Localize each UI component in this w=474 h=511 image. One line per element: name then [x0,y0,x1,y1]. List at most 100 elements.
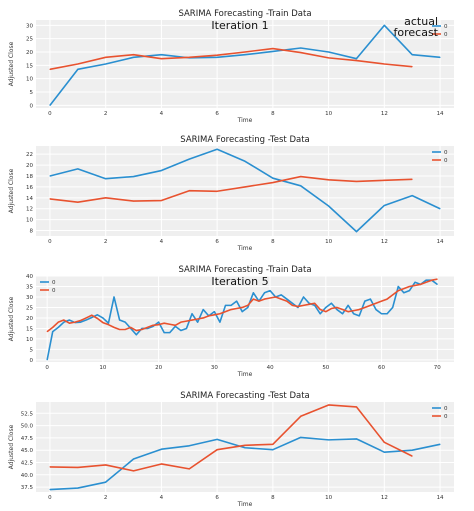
data-point-actual [436,283,438,285]
data-point-forecast [375,302,377,304]
chart-title: SARIMA Forecasting -Test Data [180,391,309,401]
data-point-forecast [152,324,154,326]
y-tick-label: 12 [26,207,33,213]
data-point-forecast [52,326,54,328]
data-point-forecast [300,176,302,178]
iteration-annotation: Iteration 5 [211,275,268,288]
data-point-actual [133,176,135,178]
data-point-actual [91,317,93,319]
data-point-forecast [77,466,79,468]
y-tick-label: 5 [30,90,34,96]
data-point-forecast [188,56,190,58]
chart-panel-2: 0 2 4 6 8 10 12 14 8 10 12 14 16 18 20 22 Time Adjusted C… [8,135,454,252]
chart-title: SARIMA Forecasting -Train Data [178,9,311,19]
data-point-forecast [420,283,422,285]
data-point-actual [160,54,162,56]
data-point-actual [77,168,79,170]
x-axis-label: Time [237,501,253,508]
data-point-forecast [308,303,310,305]
data-point-forecast [425,281,427,283]
data-point-actual [272,177,274,179]
data-point-forecast [80,319,82,321]
data-point-actual [49,104,51,106]
legend-label: 0 [444,150,448,156]
x-tick-label: 60 [378,365,385,371]
data-point-actual [224,304,226,306]
x-tick-label: 4 [160,111,164,117]
y-tick-label: 10 [26,337,33,343]
data-point-forecast [188,190,190,192]
legend-label: 0 [444,406,448,412]
data-point-actual [408,290,410,292]
y-tick-label: 0 [30,103,34,109]
data-point-forecast [381,300,383,302]
data-point-forecast [105,464,107,466]
data-point-forecast [244,186,246,188]
data-point-actual [297,306,299,308]
x-tick-label: 4 [160,495,164,501]
chart-title: SARIMA Forecasting -Train Data [178,265,311,275]
plot-area [36,276,454,362]
chart-panel-3: 0 10 20 30 40 50 60 70 0 5 10 15 20 25 30 35 40 Time Adjus… [8,265,454,378]
data-point-forecast [247,304,249,306]
data-point-actual [381,313,383,315]
data-point-actual [63,321,65,323]
x-tick-label: 6 [215,495,219,501]
data-point-actual [375,309,377,311]
data-point-actual [328,205,330,207]
x-tick-label: 8 [271,239,275,245]
data-point-actual [52,331,54,333]
y-tick-label: 22 [26,152,33,158]
legend: 00 [432,24,448,38]
data-point-actual [439,443,441,445]
data-point-forecast [397,290,399,292]
data-point-actual [77,68,79,70]
chart-panel-1: 0 2 4 6 8 10 12 14 0 5 10 15 20 25 30 Time Adjusted Clos… [8,9,454,124]
data-point-forecast [77,63,79,65]
data-point-forecast [216,54,218,56]
data-point-forecast [300,52,302,54]
data-point-actual [119,319,121,321]
data-point-actual [392,306,394,308]
data-point-actual [105,178,107,180]
data-point-forecast [411,455,413,457]
data-point-actual [49,489,51,491]
data-point-forecast [85,317,87,319]
legend: 00 [40,280,56,294]
data-point-actual [336,309,338,311]
data-point-forecast [392,294,394,296]
data-point-actual [124,321,126,323]
data-point-actual [185,327,187,329]
y-tick-label: 20 [26,50,33,56]
data-point-actual [314,304,316,306]
data-point-actual [68,319,70,321]
data-point-actual [236,300,238,302]
data-point-actual [102,317,104,319]
data-point-forecast [191,319,193,321]
x-tick-label: 70 [434,365,441,371]
data-point-actual [369,298,371,300]
data-point-forecast [383,179,385,181]
data-point-actual [353,313,355,315]
data-point-forecast [383,63,385,65]
data-point-actual [174,325,176,327]
data-point-actual [328,51,330,53]
series-line-forecast [49,175,413,203]
data-point-forecast [185,320,187,322]
x-tick-label: 2 [104,495,108,501]
data-point-actual [269,290,271,292]
y-axis-label: Adjusted Close [8,168,15,213]
x-tick-label: 6 [215,111,219,117]
x-tick-label: 6 [215,239,219,245]
y-axis-label: Adjusted Close [8,41,15,86]
data-point-forecast [102,322,104,324]
data-point-forecast [411,66,413,68]
y-tick-label: 20 [26,316,33,322]
data-point-actual [386,313,388,315]
data-point-actual [328,439,330,441]
data-point-actual [133,56,135,58]
x-tick-label: 10 [99,365,106,371]
data-point-forecast [105,56,107,58]
x-tick-label: 0 [48,239,52,245]
